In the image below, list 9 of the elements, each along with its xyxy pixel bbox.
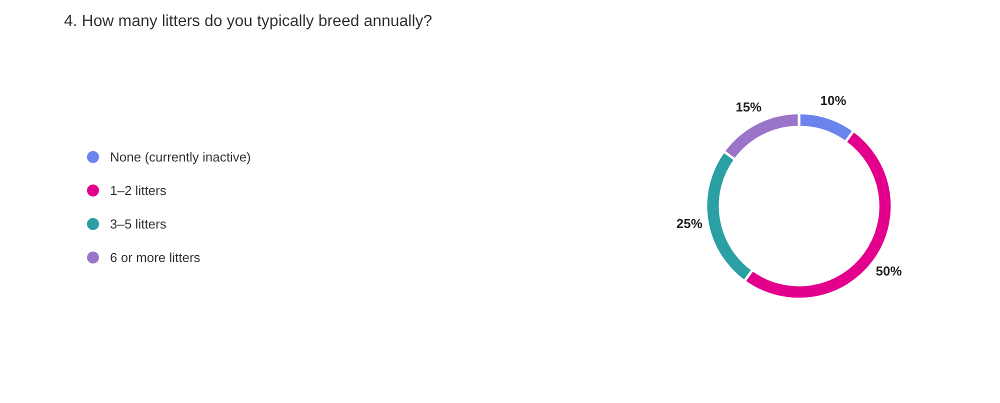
legend-label: 3–5 litters xyxy=(110,216,167,232)
data-label: 50% xyxy=(876,264,902,279)
data-label: 25% xyxy=(676,216,703,231)
legend-label: 6 or more litters xyxy=(110,250,201,265)
data-label: 15% xyxy=(736,100,762,115)
legend-label: 1–2 litters xyxy=(110,183,167,198)
chart-title: 4. How many litters do you typically breed annually? xyxy=(64,13,432,30)
legend-label: None (currently inactive) xyxy=(110,150,251,164)
data-label: 10% xyxy=(820,92,847,108)
